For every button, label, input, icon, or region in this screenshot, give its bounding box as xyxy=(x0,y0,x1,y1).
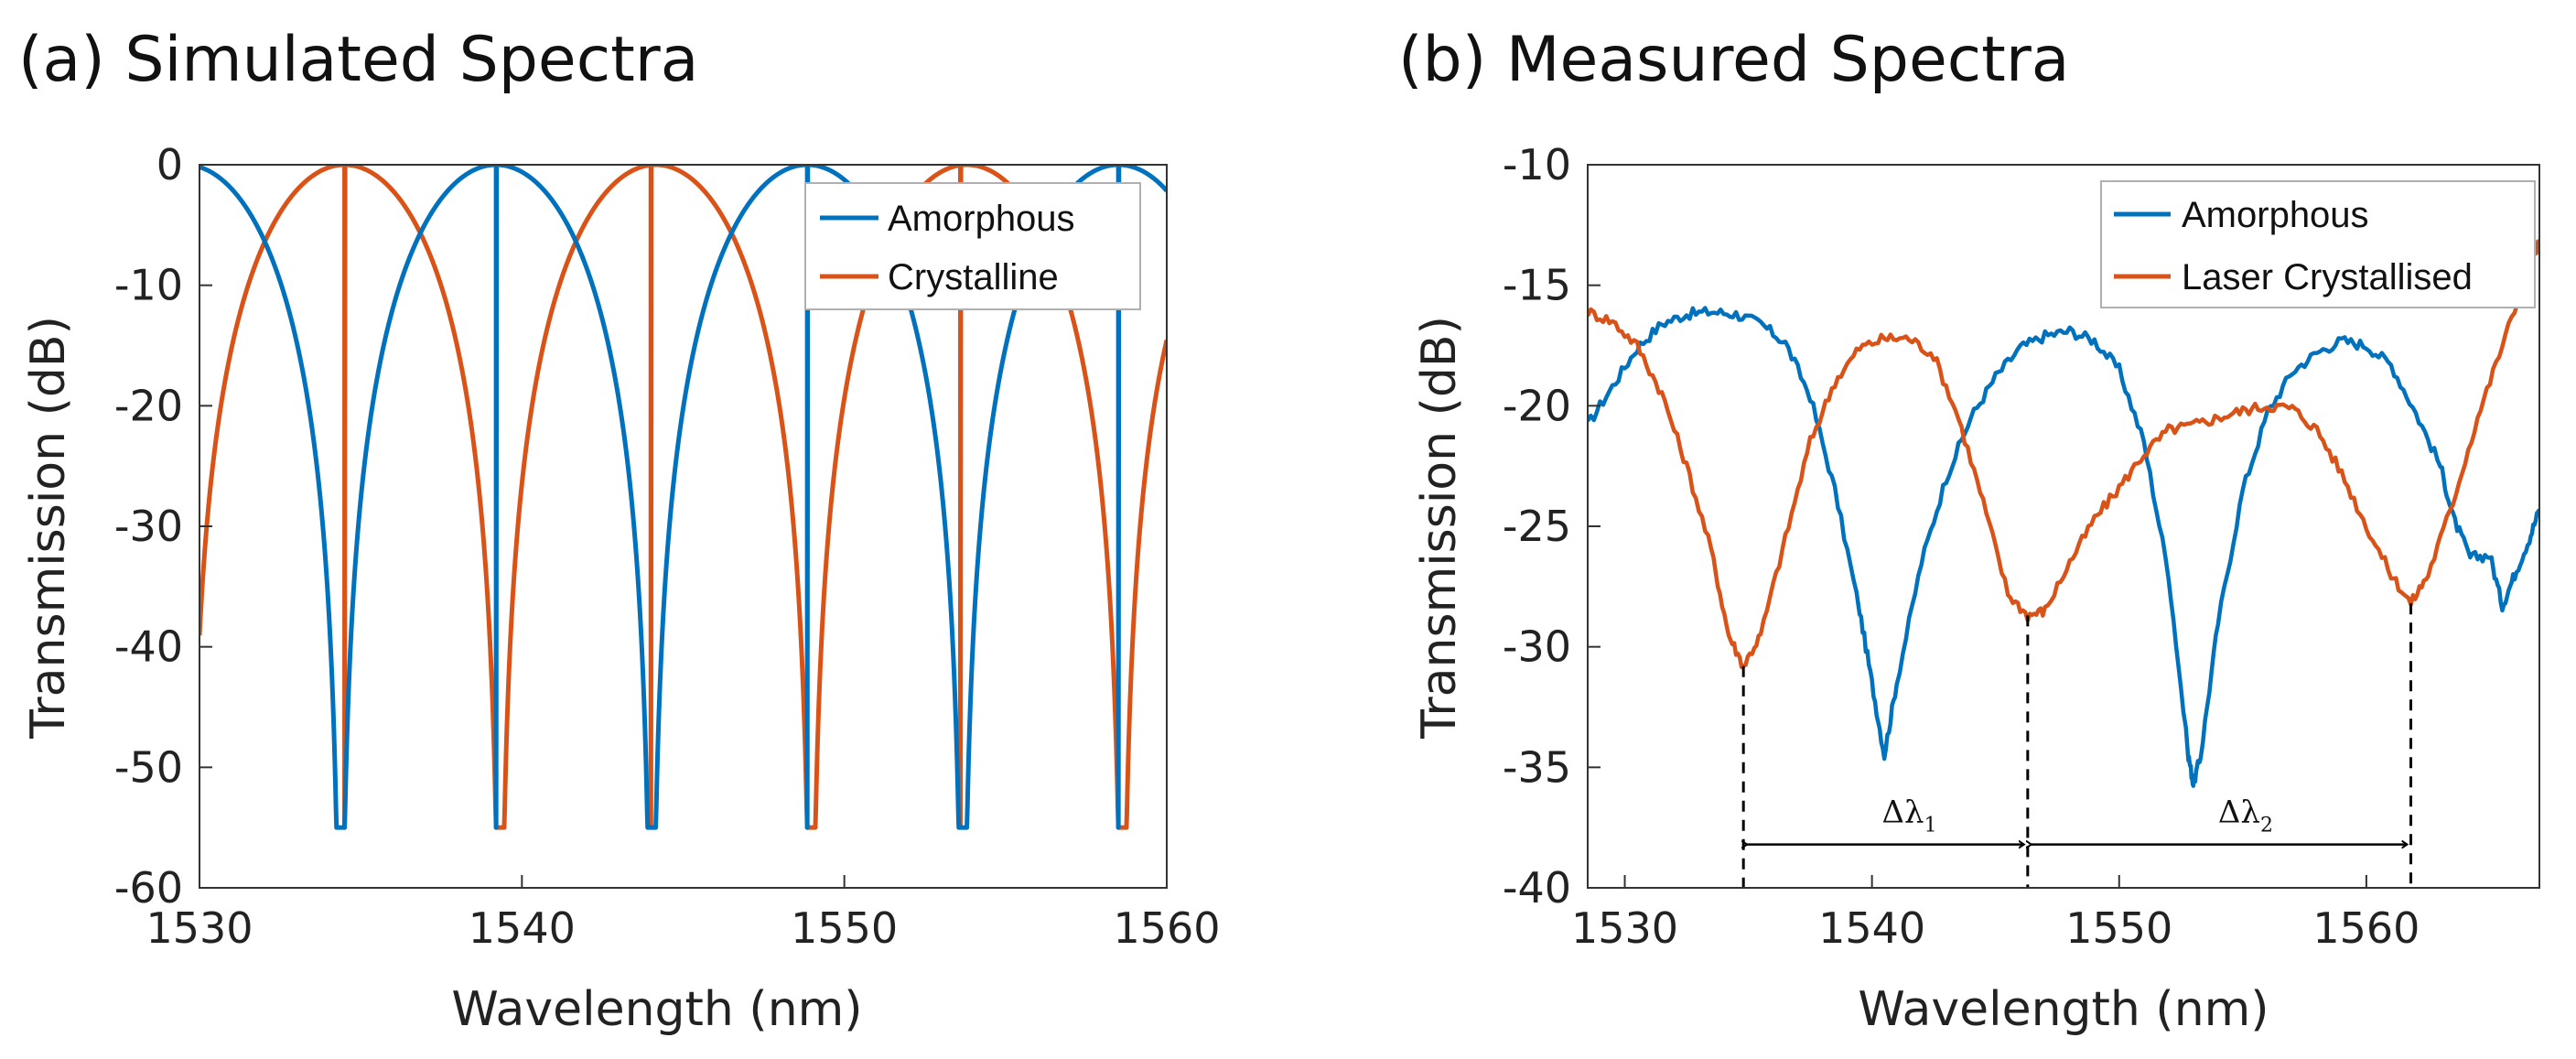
panel-a-x-tick-label: 1560 xyxy=(1113,903,1220,953)
panel-b-x-tick-label: 1540 xyxy=(1818,903,1925,953)
series-line-crystalline xyxy=(199,165,1167,830)
delta-lambda-2-label: Δλ2 xyxy=(2218,794,2273,837)
panel-a-ticks: 1530 1540 1550 1560 0 -10 -20 -30 -40 -50 -60 xyxy=(114,140,1221,953)
panel-b-x-tick-label: 1560 xyxy=(2312,903,2420,953)
panel-b-legend: Amorphous Laser Crystallised xyxy=(2100,180,2536,308)
panel-b-annotations: Δλ1 Δλ2 xyxy=(1881,794,2272,837)
panel-b-x-tick-label: 1530 xyxy=(1571,903,1678,953)
panel-b-legend-box xyxy=(2100,180,2536,308)
panel-measured-spectra: (b) Measured Spectra 1530 1540 1550 1560 -10… xyxy=(1398,24,2540,1037)
panel-b-title: (b) Measured Spectra xyxy=(1398,24,2069,96)
panel-a-x-tick-label: 1540 xyxy=(469,903,576,953)
panel-a-y-tick-label: -30 xyxy=(114,502,183,551)
panel-b-plot-area xyxy=(1588,239,2539,888)
panel-a-y-tick-label: -60 xyxy=(114,863,183,913)
panel-a-y-axis-label: Transmission (dB) xyxy=(21,316,76,740)
panel-b-x-axis-label: Wavelength (nm) xyxy=(1858,982,2269,1037)
panel-b-y-tick-label: -15 xyxy=(1503,261,1571,310)
panel-b-y-axis-label: Transmission (dB) xyxy=(1412,316,1467,740)
panel-b-y-tick-label: -10 xyxy=(1503,140,1571,189)
series-line-laser-crystallised xyxy=(1588,239,2539,670)
series-line-amorphous xyxy=(199,165,1167,830)
panel-a-legend: Amorphous Crystalline xyxy=(804,182,1141,310)
panel-a-axes-frame xyxy=(199,164,1168,889)
panel-a-title: (a) Simulated Spectra xyxy=(18,24,698,96)
panel-simulated-spectra: (a) Simulated Spectra 1530 1540 1550 1560 0 -… xyxy=(18,24,1221,1037)
panel-a-plot-area xyxy=(199,165,1167,830)
panel-b-axes-frame xyxy=(1587,164,2540,889)
panel-b-y-tick-label: -25 xyxy=(1503,502,1571,551)
panel-a-y-tick-label: -20 xyxy=(114,381,183,430)
panel-a-y-tick-label: -50 xyxy=(114,742,183,792)
panel-a-y-tick-label: -40 xyxy=(114,622,183,672)
panel-a-y-tick-label: -10 xyxy=(114,261,183,310)
series-line-amorphous xyxy=(1588,306,2539,788)
panel-b-x-tick-label: 1550 xyxy=(2065,903,2172,953)
panel-b-legend-amorphous: Amorphous xyxy=(2182,195,2369,235)
panel-b-y-tick-label: -40 xyxy=(1503,863,1571,913)
panel-a-legend-box xyxy=(804,182,1141,310)
panel-a-legend-crystalline: Crystalline xyxy=(888,257,1059,297)
panel-b-y-tick-label: -20 xyxy=(1503,381,1571,430)
panel-b-ticks: 1530 1540 1550 1560 -10 -15 -20 -25 -30 -35 -40 xyxy=(1503,140,2540,953)
delta-lambda-1-label: Δλ1 xyxy=(1881,794,1936,837)
panel-b-y-tick-label: -35 xyxy=(1503,742,1571,792)
panel-a-legend-amorphous: Amorphous xyxy=(888,199,1075,239)
panel-b-legend-laser-crystallised: Laser Crystallised xyxy=(2182,257,2473,297)
panel-a-x-tick-label: 1550 xyxy=(791,903,898,953)
panel-a-x-tick-label: 1530 xyxy=(146,903,253,953)
panel-b-y-tick-label: -30 xyxy=(1503,622,1571,672)
panel-a-y-tick-label: 0 xyxy=(156,140,183,189)
panel-a-x-axis-label: Wavelength (nm) xyxy=(451,982,862,1037)
